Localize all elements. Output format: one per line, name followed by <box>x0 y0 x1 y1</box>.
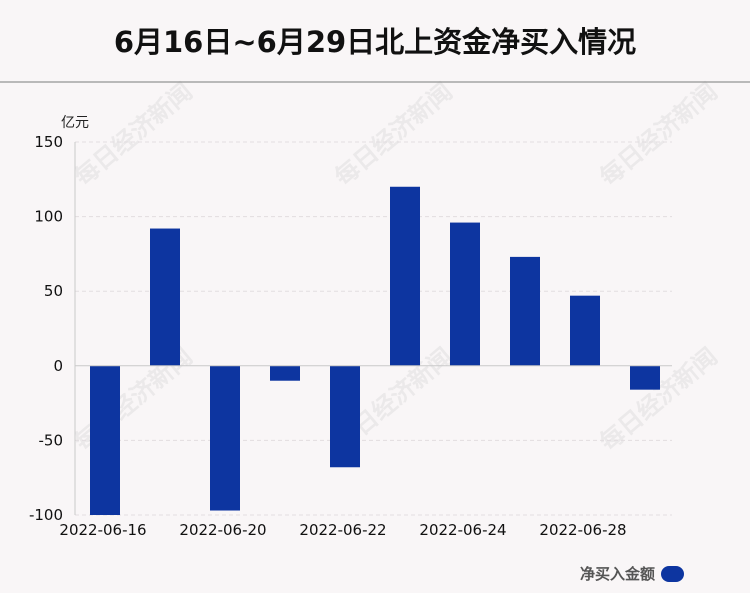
bar <box>90 365 120 515</box>
title-divider <box>0 81 750 83</box>
y-tick-label: 0 <box>53 357 63 375</box>
chart-legend: 净买入金额 <box>580 563 684 584</box>
bar <box>510 256 540 366</box>
y-tick-label: -100 <box>29 506 63 524</box>
x-tick-label: 2022-06-24 <box>419 521 506 539</box>
y-axis-unit-label: 亿元 <box>61 115 89 131</box>
y-tick-label: 50 <box>44 282 63 300</box>
chart-title: 6月16日~6月29日北上资金净买入情况 <box>113 25 637 59</box>
legend-label: 净买入金额 <box>579 565 655 583</box>
bar <box>570 295 600 366</box>
bar <box>210 365 240 511</box>
bar <box>630 365 660 390</box>
y-tick-label: 100 <box>34 208 63 226</box>
y-tick-label: 150 <box>34 133 63 151</box>
bar <box>450 222 480 366</box>
bar <box>150 228 180 366</box>
legend-swatch <box>661 565 684 582</box>
x-tick-label: 2022-06-20 <box>179 521 266 539</box>
bar <box>390 186 420 366</box>
x-tick-label: 2022-06-22 <box>299 521 386 539</box>
bar <box>330 365 360 468</box>
x-tick-label: 2022-06-16 <box>59 521 146 539</box>
bar <box>270 365 300 381</box>
y-tick-label: -50 <box>39 431 64 449</box>
x-tick-label: 2022-06-28 <box>539 521 626 539</box>
